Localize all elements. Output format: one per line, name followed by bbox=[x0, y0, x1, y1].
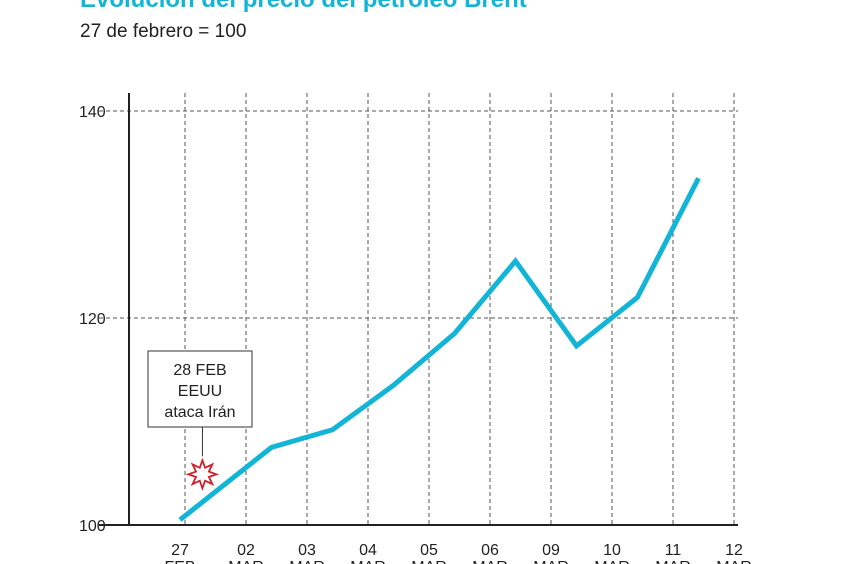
x-tick-label-month: MAR bbox=[472, 559, 508, 564]
x-tick-label-month: MAR bbox=[350, 559, 386, 564]
x-tick-label-day: 11 bbox=[665, 542, 682, 559]
x-tick-label-month: FEB bbox=[164, 559, 195, 564]
x-tick-label-day: 06 bbox=[481, 542, 499, 559]
x-tick-label-day: 10 bbox=[603, 542, 621, 559]
annotation-text: ataca Irán bbox=[164, 404, 235, 421]
x-tick-label-day: 09 bbox=[542, 542, 560, 559]
y-tick-label: 100 bbox=[79, 518, 106, 535]
x-tick-label-day: 12 bbox=[725, 542, 743, 559]
series-line bbox=[180, 178, 699, 520]
x-tick-label-month: MAR bbox=[655, 559, 691, 564]
x-tick-label-day: 02 bbox=[237, 542, 255, 559]
x-tick-label-day: 04 bbox=[359, 542, 377, 559]
x-tick-label-day: 27 bbox=[171, 542, 189, 559]
x-tick-label-month: MAR bbox=[228, 559, 264, 564]
x-tick-label-month: MAR bbox=[289, 559, 325, 564]
y-tick-label: 120 bbox=[79, 311, 106, 328]
annotation-text: 28 FEB bbox=[173, 362, 226, 379]
x-tick-label-month: MAR bbox=[411, 559, 447, 564]
annotation-text: EEUU bbox=[178, 383, 222, 400]
x-tick-label-day: 03 bbox=[298, 542, 316, 559]
explosion-icon bbox=[188, 460, 216, 488]
y-tick-label: 140 bbox=[79, 104, 106, 121]
x-tick-label-day: 05 bbox=[420, 542, 438, 559]
x-tick-label-month: MAR bbox=[716, 559, 752, 564]
x-tick-label-month: MAR bbox=[533, 559, 569, 564]
x-tick-label-month: MAR bbox=[594, 559, 630, 564]
